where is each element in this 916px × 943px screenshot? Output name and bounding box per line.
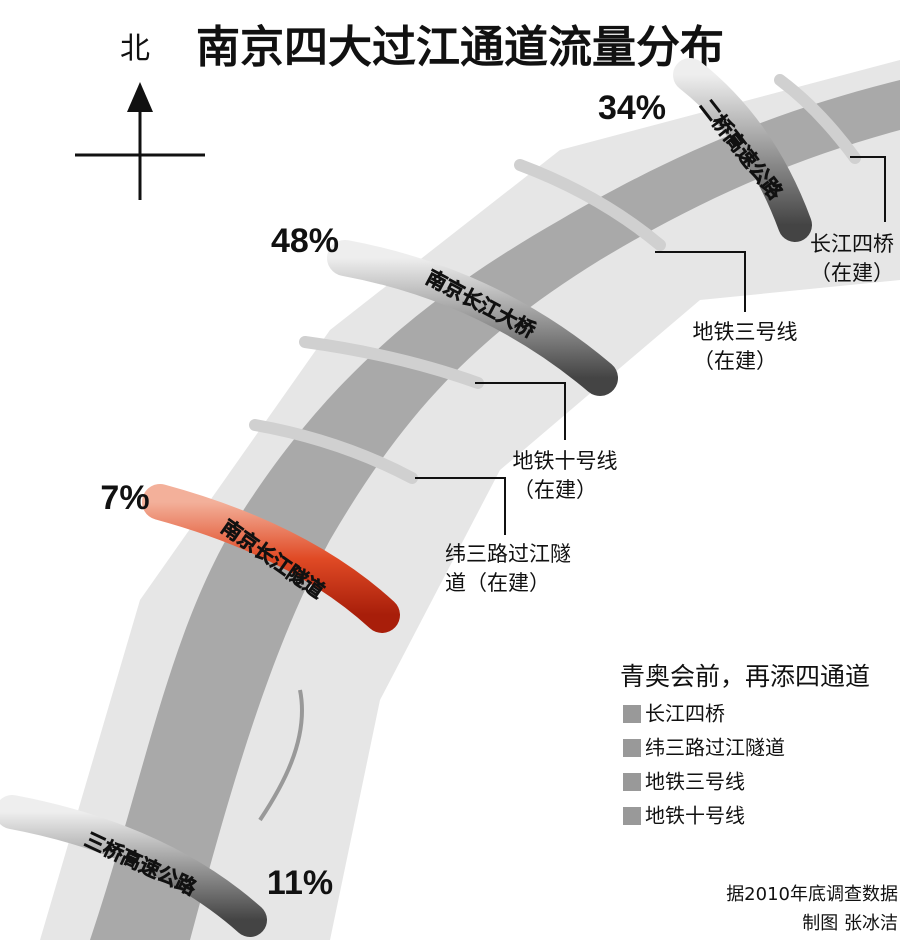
planned-label: 地铁三号线: [693, 320, 798, 344]
crossing-share: 11%: [267, 864, 333, 902]
leader-lines: [415, 156, 886, 535]
legend: 青奥会前，再添四通道 长江四桥 纬三路过江隧道 地铁三号线 地铁十号线: [620, 662, 870, 828]
crossing-share: 48%: [271, 222, 339, 260]
planned-label: 道（在建）: [445, 571, 550, 595]
planned-label: 纬三路过江隧: [445, 542, 571, 566]
planned-label: （在建）: [693, 349, 777, 373]
crossings: [0, 58, 812, 937]
north-label: 北: [120, 32, 150, 67]
planned-crossings: [249, 74, 861, 484]
planned-label: （在建）: [810, 261, 894, 285]
legend-item: 纬三路过江隧道: [645, 736, 785, 760]
planned-label: （在建）: [513, 478, 597, 502]
crossing-share: 7%: [100, 479, 149, 517]
planned-label: 长江四桥: [810, 232, 894, 256]
credit: 制图 张冰洁: [802, 913, 898, 934]
north-arrow: [75, 82, 205, 200]
legend-item: 地铁十号线: [645, 804, 745, 828]
source: 据2010年底调查数据: [726, 884, 898, 905]
legend-item: 地铁三号线: [645, 770, 745, 794]
legend-item: 长江四桥: [645, 702, 725, 726]
title: 南京四大过江通道流量分布: [196, 22, 724, 73]
crossing-share: 34%: [598, 89, 666, 127]
planned-label: 地铁十号线: [513, 449, 618, 473]
legend-title: 青奥会前，再添四通道: [620, 662, 870, 691]
